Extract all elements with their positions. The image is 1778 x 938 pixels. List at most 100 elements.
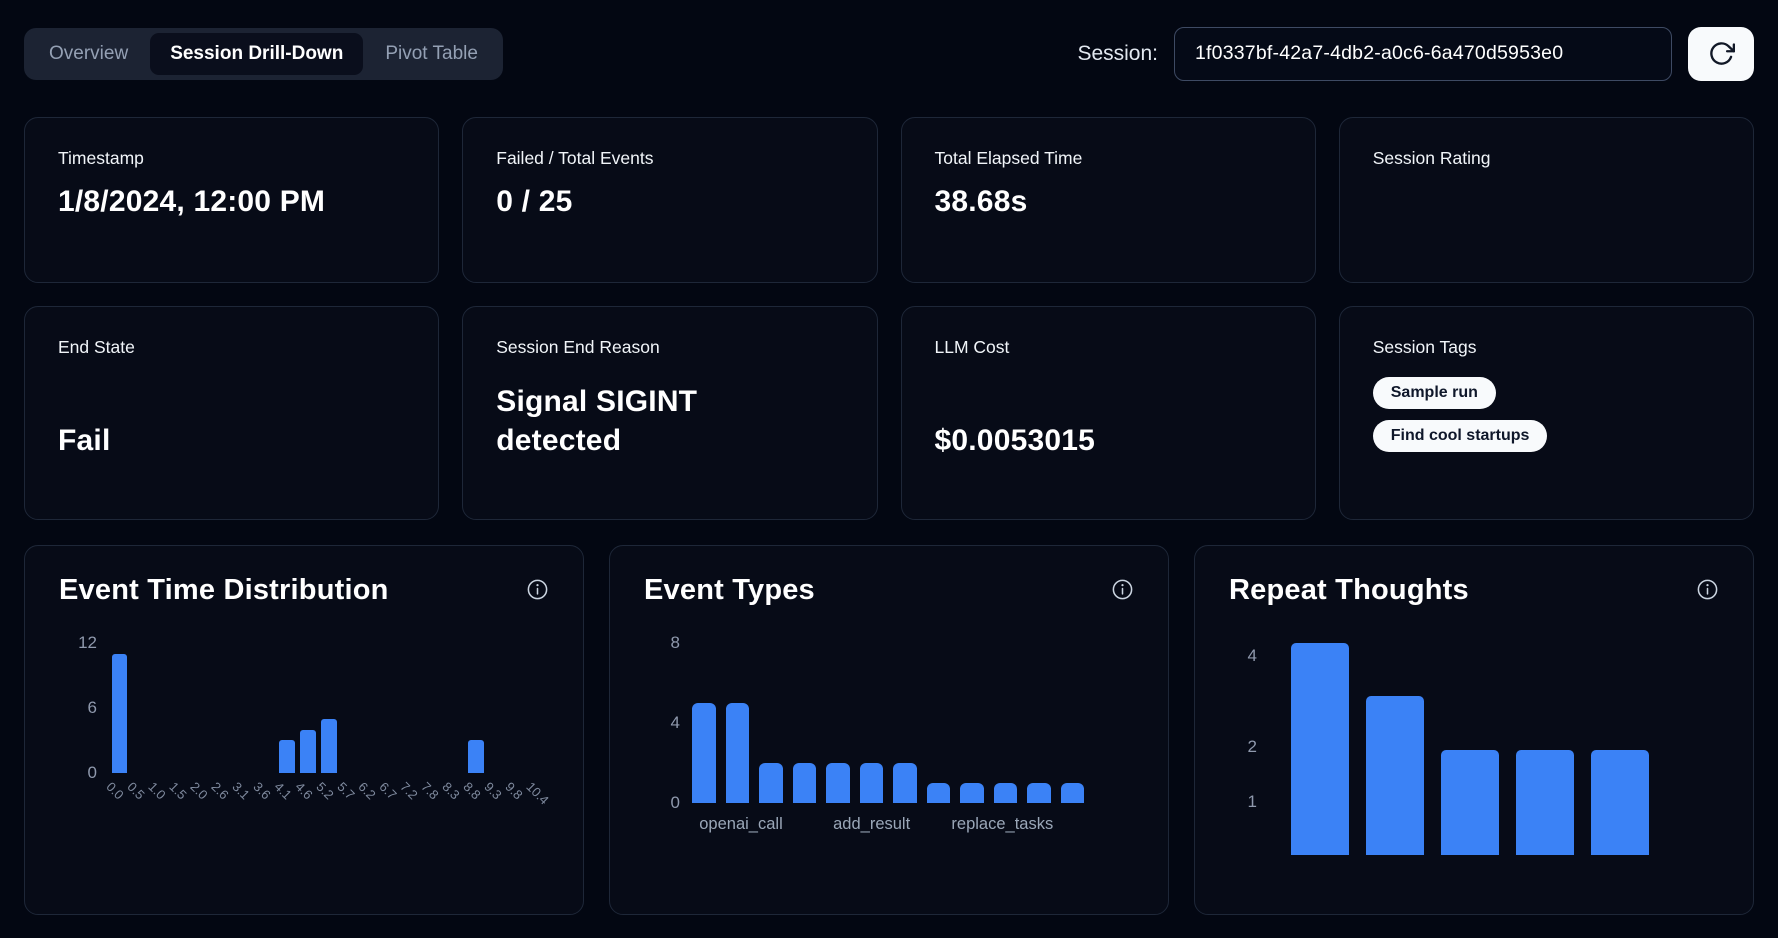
bar: [926, 783, 950, 803]
stat-label: End State: [58, 337, 135, 357]
bar: [759, 763, 783, 803]
info-icon[interactable]: [1111, 578, 1134, 601]
y-tick-label: 0: [670, 793, 680, 812]
stat-card-session-tags: Session Tags Sample run Find cool startu…: [1338, 306, 1754, 520]
bar: [993, 783, 1017, 803]
session-label: Session:: [1077, 41, 1158, 65]
bar: [1027, 783, 1051, 803]
stat-value: 0 / 25: [496, 185, 573, 218]
chart-event-time-distribution: 0 6 12 0.0 0.5 1.0 1.5 2.0 2.6 3.1 3.6 4.1 4.6 5.2 5.7…: [59, 633, 551, 845]
stat-label: Session Rating: [1372, 148, 1491, 168]
x-tick-label: 4.6: [292, 779, 316, 803]
tab-session-drill-down[interactable]: Session Drill-Down: [150, 32, 364, 75]
x-tick-label: 2.6: [208, 779, 233, 803]
bar: [1366, 696, 1424, 855]
chart-plot-area: 0 4 8: [644, 633, 1134, 812]
refresh-button[interactable]: [1688, 26, 1754, 81]
bar: [1441, 750, 1499, 855]
bar: [1591, 750, 1649, 855]
stat-label: Total Elapsed Time: [934, 148, 1083, 168]
x-tick-label: replace_tasks: [951, 815, 1054, 833]
x-tick-label: 4.1: [271, 779, 295, 803]
chart-card-event-time-distribution: Event Time Distribution 0 6 12 0.0 0.5 1.0 1.5…: [24, 545, 584, 915]
x-tick-label: 3.1: [229, 779, 253, 803]
x-tick-label: openai_call: [699, 815, 783, 833]
y-tick-label: 12: [78, 633, 97, 652]
stat-card-session-end-reason: Session End Reason Signal SIGINT detecte…: [462, 306, 878, 520]
stat-card-session-rating: Session Rating: [1338, 117, 1754, 283]
bar: [826, 763, 850, 803]
stat-label: Timestamp: [58, 148, 144, 168]
x-tick-label: 5.7: [334, 779, 358, 803]
y-tick-label: 0: [87, 763, 97, 782]
x-tick-label: 9.3: [481, 779, 505, 803]
x-tick-label: 8.3: [439, 779, 463, 803]
y-tick-label: 2: [1247, 736, 1257, 756]
view-tabs: Overview Session Drill-Down Pivot Table: [24, 27, 503, 80]
stat-value: 1/8/2024, 12:00 PM: [58, 185, 326, 218]
chart-title: Event Time Distribution: [59, 574, 389, 606]
stat-label: Session End Reason: [496, 337, 660, 357]
y-tick-label: 4: [1247, 646, 1257, 666]
x-tick-label: 8.8: [460, 779, 484, 803]
bar: [1291, 643, 1349, 855]
x-tick-label: 1.5: [166, 779, 191, 803]
bar: [725, 703, 749, 803]
stats-row-2: End State Fail Session End Reason Signal…: [24, 306, 1754, 545]
info-icon[interactable]: [1696, 578, 1719, 601]
chart-repeat-thoughts: 1 2 4: [1229, 643, 1719, 855]
refresh-icon: [1708, 40, 1735, 67]
stat-label: Session Tags: [1372, 337, 1477, 357]
chart-card-event-types: Event Types 0 4 8 openai_call add_result repl…: [609, 545, 1169, 915]
x-tick-label: add_result: [833, 815, 911, 833]
session-tag: Find cool startups: [1372, 420, 1548, 452]
stat-value: 38.68s: [934, 185, 1028, 218]
stat-card-failed-total-events: Failed / Total Events 0 / 25: [462, 117, 878, 283]
chart-title: Repeat Thoughts: [1229, 574, 1469, 606]
y-tick-label: 1: [1247, 792, 1257, 812]
top-bar: Overview Session Drill-Down Pivot Table …: [24, 26, 1754, 81]
session-tags-list: Sample run Find cool startups: [1372, 377, 1720, 452]
bar: [1516, 750, 1574, 855]
x-tick-label: 2.0: [187, 779, 212, 803]
chart-title: Event Types: [644, 574, 815, 606]
bar: [279, 740, 296, 773]
stat-card-end-state: End State Fail: [24, 306, 440, 520]
bar: [960, 783, 984, 803]
stats-row-1: Timestamp 1/8/2024, 12:00 PM Failed / To…: [24, 117, 1754, 283]
bar: [467, 740, 484, 773]
stat-value: Signal SIGINT detected: [496, 385, 698, 457]
x-tick-label: 0.5: [124, 779, 149, 803]
info-icon[interactable]: [526, 578, 549, 601]
chart-card-repeat-thoughts: Repeat Thoughts 1 2 4: [1194, 545, 1754, 915]
x-tick-label: 7.2: [397, 779, 421, 803]
x-tick-label: 0.0: [103, 779, 128, 803]
stat-value: $0.0053015: [934, 423, 1095, 457]
stat-card-timestamp: Timestamp 1/8/2024, 12:00 PM: [24, 117, 440, 283]
tab-overview[interactable]: Overview: [29, 33, 148, 75]
y-tick-label: 4: [670, 713, 680, 732]
bar: [893, 763, 917, 803]
bar: [692, 703, 716, 803]
bar: [792, 763, 816, 803]
bar: [321, 719, 337, 773]
x-tick-label: 6.2: [355, 779, 379, 803]
charts-row: Event Time Distribution 0 6 12 0.0 0.5 1.0 1.5…: [24, 545, 1754, 915]
x-tick-label: 3.6: [250, 779, 274, 803]
x-tick-label: 9.8: [501, 779, 526, 803]
bar: [859, 763, 883, 803]
tab-pivot-table[interactable]: Pivot Table: [365, 33, 498, 75]
y-tick-label: 6: [87, 698, 97, 717]
session-id-input[interactable]: [1174, 26, 1672, 81]
session-selector: Session:: [1077, 26, 1754, 81]
chart-plot-area: 0 6 12: [59, 633, 549, 782]
session-tag: Sample run: [1372, 377, 1496, 409]
stat-label: Failed / Total Events: [496, 148, 654, 168]
stat-card-llm-cost: LLM Cost $0.0053015: [900, 306, 1316, 520]
bar: [300, 730, 317, 773]
stat-label: LLM Cost: [934, 337, 1010, 357]
x-tick-label: 6.7: [376, 779, 400, 803]
x-tick-label: 1.0: [145, 779, 170, 803]
chart-event-types: 0 4 8 openai_call add_result replace_tasks: [644, 633, 1134, 839]
bar: [1060, 783, 1084, 803]
